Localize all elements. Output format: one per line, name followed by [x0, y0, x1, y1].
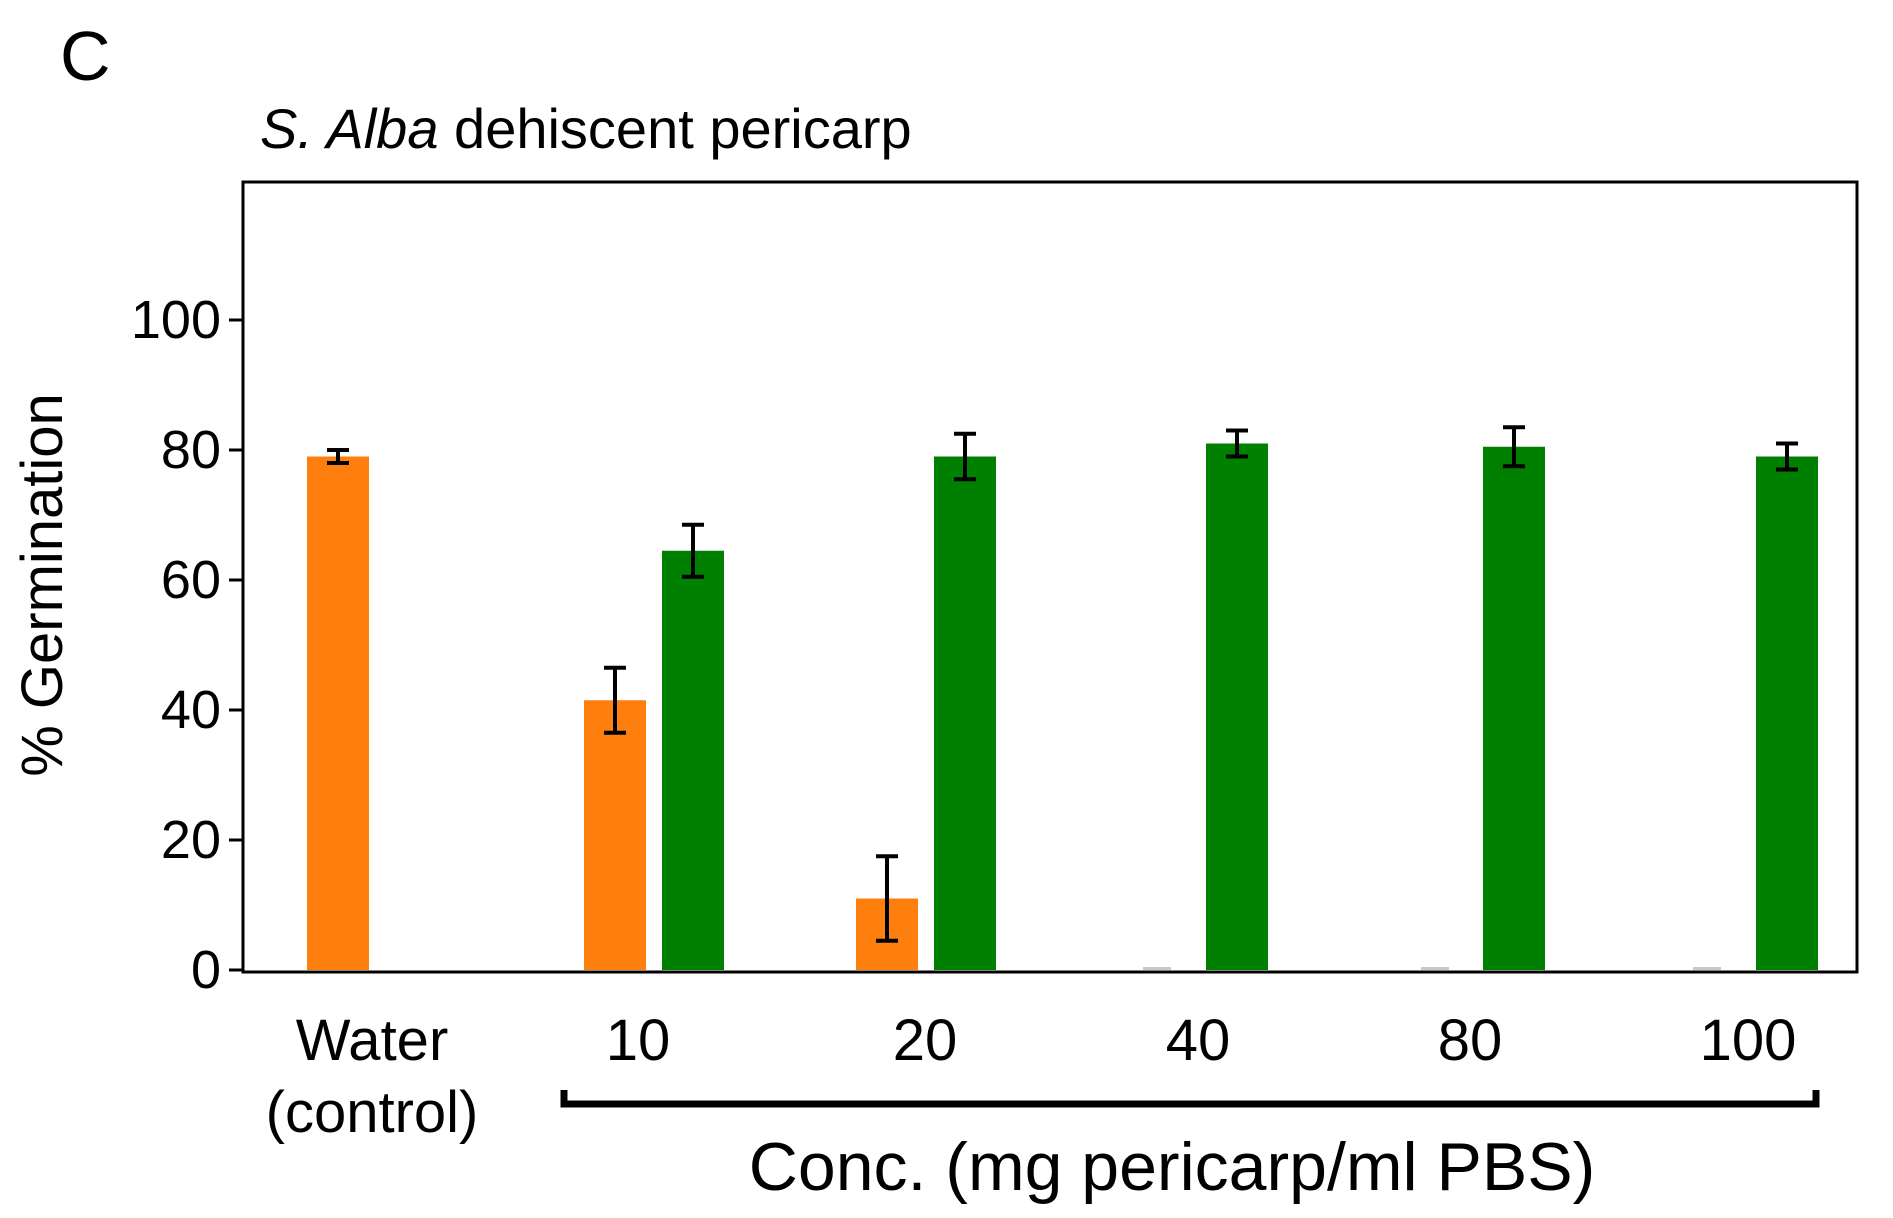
- y-axis-label: % Germination: [10, 393, 75, 777]
- orange-bar-4: [1421, 967, 1449, 970]
- chart-title-rest: dehiscent pericarp: [438, 97, 911, 160]
- green-bar-2: [934, 456, 996, 970]
- chart-title: S. Alba dehiscent pericarp: [260, 97, 912, 160]
- x-tick-label-4: 80: [1438, 1008, 1503, 1073]
- bars: [307, 425, 1818, 970]
- y-tick-label-0: 0: [191, 940, 221, 1000]
- x-tick-label-5: 100: [1700, 1008, 1797, 1073]
- x-axis-label: Conc. (mg pericarp/ml PBS): [749, 1129, 1595, 1205]
- orange-bar-0: [307, 456, 369, 970]
- concentration-bracket: [560, 1090, 1820, 1108]
- y-tick-label-80: 80: [161, 420, 221, 480]
- green-bar-4: [1483, 446, 1545, 970]
- green-error-bar-3: [1226, 428, 1248, 459]
- y-tick-label-100: 100: [131, 290, 221, 350]
- x-tick-label-3: 40: [1166, 1008, 1231, 1073]
- orange-bar-5: [1693, 967, 1721, 970]
- orange-error-bar-1: [604, 665, 626, 735]
- plot-frame: [241, 180, 1859, 974]
- y-axis: 0 20 40 60 80 100: [131, 290, 243, 1000]
- x-tick-sublabel-0: (control): [266, 1080, 479, 1145]
- green-bar-5: [1756, 456, 1818, 970]
- green-error-bar-5: [1776, 441, 1798, 472]
- green-bar-1: [662, 550, 724, 970]
- green-bar-3: [1206, 443, 1268, 970]
- orange-error-bar-2: [876, 854, 898, 943]
- orange-bar-1: [584, 700, 646, 970]
- panel-label: C: [60, 17, 111, 95]
- y-tick-label-60: 60: [161, 550, 221, 610]
- y-tick-label-20: 20: [161, 810, 221, 870]
- x-tick-label-2: 20: [893, 1008, 958, 1073]
- green-error-bar-4: [1503, 425, 1525, 469]
- x-axis: Water (control) 10 20 40 80 100: [266, 1008, 1797, 1145]
- orange-bar-3: [1143, 967, 1171, 970]
- green-error-bar-2: [954, 431, 976, 482]
- x-tick-label-1: 10: [606, 1008, 671, 1073]
- orange-error-bar-0: [327, 448, 349, 465]
- green-error-bar-1: [682, 522, 704, 579]
- y-tick-label-40: 40: [161, 680, 221, 740]
- x-tick-label-0: Water: [296, 1008, 449, 1073]
- chart-title-italic: S. Alba: [260, 97, 438, 160]
